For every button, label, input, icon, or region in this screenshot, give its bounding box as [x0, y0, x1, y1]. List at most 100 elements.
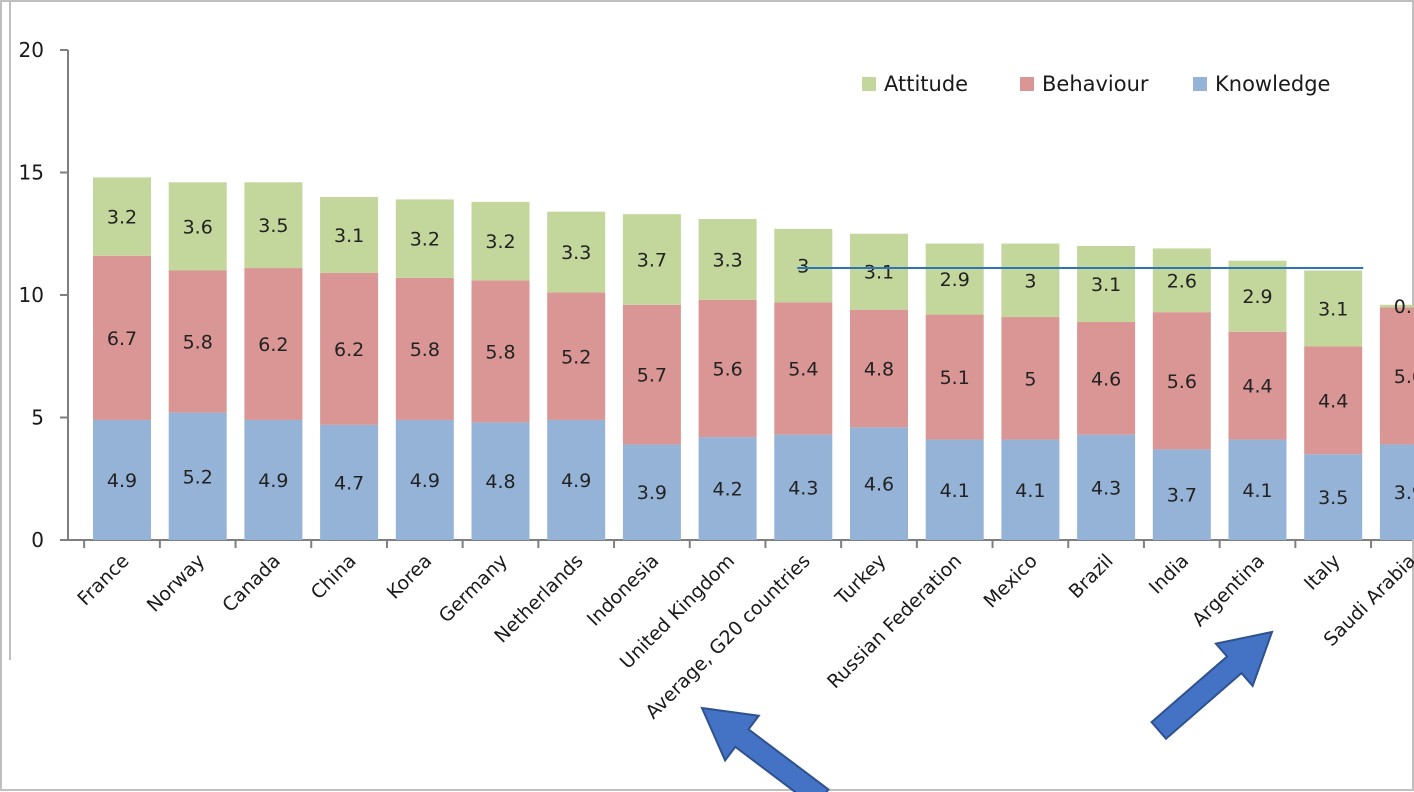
bar-knowledge-indonesia — [622, 444, 681, 540]
data-label-attitude-germany: 3.2 — [485, 231, 515, 253]
data-label-attitude-turkey: 3.1 — [864, 262, 894, 284]
bar-attitude-netherlands — [547, 211, 606, 293]
data-label-knowledge-france: 4.9 — [107, 470, 137, 492]
data-label-behaviour-argentina: 4.4 — [1242, 376, 1272, 398]
bar-attitude-china — [320, 197, 379, 273]
bar-attitude-turkey — [850, 233, 908, 310]
bar-behaviour-germany — [471, 280, 530, 423]
data-label-behaviour-saudi-arabia: 5.6 — [1394, 366, 1414, 388]
data-label-attitude-india: 2.6 — [1167, 270, 1197, 292]
data-label-attitude-norway: 3.6 — [183, 216, 213, 238]
data-label-behaviour-turkey: 4.8 — [864, 359, 894, 381]
bar-knowledge-india — [1152, 449, 1211, 540]
bar-behaviour-brazil — [1077, 321, 1136, 435]
bar-knowledge-norway — [168, 412, 227, 540]
y-tick-label: 20 — [19, 38, 44, 62]
bar-knowledge-saudi-arabia — [1379, 444, 1414, 540]
data-label-attitude-canada: 3.5 — [258, 215, 288, 237]
bar-behaviour-india — [1152, 312, 1211, 450]
data-label-attitude-united-kingdom: 3.3 — [712, 249, 742, 271]
bar-knowledge-germany — [471, 422, 530, 540]
arrow-icon-italy-shape — [1150, 630, 1274, 741]
data-label-behaviour-korea: 5.8 — [410, 339, 440, 361]
data-labels-group: 4.9 6.7 3.2 5.2 5.8 3.6 4.9 6.2 3.5 4.7 6.2 3.1 4.9 5… — [107, 207, 1414, 510]
data-label-knowledge-germany: 4.8 — [485, 471, 515, 493]
bar-behaviour-indonesia — [622, 304, 681, 445]
bar-attitude-saudi-arabia — [1379, 304, 1414, 308]
bar-behaviour-average-g20-countries — [774, 302, 833, 435]
legend-swatch-behaviour — [1020, 77, 1034, 91]
data-label-behaviour-mexico: 5 — [1024, 368, 1036, 390]
data-label-behaviour-netherlands: 5.2 — [561, 346, 591, 368]
bar-behaviour-netherlands — [547, 292, 606, 420]
data-label-knowledge-canada: 4.9 — [258, 470, 288, 492]
legend-swatch-knowledge — [1193, 77, 1207, 91]
bar-knowledge-brazil — [1077, 434, 1136, 540]
bars-group — [93, 177, 1414, 540]
data-label-knowledge-indonesia: 3.9 — [637, 482, 667, 504]
data-label-knowledge-saudi-arabia: 3.9 — [1394, 482, 1414, 504]
bar-behaviour-korea — [395, 277, 454, 420]
bar-behaviour-united-kingdom — [698, 299, 757, 438]
data-label-attitude-indonesia: 3.7 — [637, 249, 667, 271]
bar-behaviour-mexico — [1001, 317, 1060, 440]
data-label-knowledge-mexico: 4.1 — [1015, 480, 1045, 502]
bar-attitude-france — [93, 177, 151, 256]
data-label-attitude-france: 3.2 — [107, 207, 137, 229]
data-label-behaviour-canada: 6.2 — [258, 334, 288, 356]
arrow-icon-average-shape — [700, 706, 830, 792]
bar-attitude-indonesia — [622, 214, 681, 305]
data-label-knowledge-china: 4.7 — [334, 472, 364, 494]
legend-label-attitude: Attitude — [884, 72, 968, 96]
arrow-icon-average — [700, 706, 830, 792]
legend: Attitude Behaviour Knowledge — [862, 72, 1330, 96]
bar-knowledge-netherlands — [547, 419, 606, 540]
legend-label-behaviour: Behaviour — [1042, 72, 1149, 96]
bar-knowledge-united-kingdom — [698, 437, 757, 540]
bar-attitude-brazil — [1077, 246, 1136, 322]
bar-attitude-argentina — [1228, 260, 1287, 332]
data-label-knowledge-turkey: 4.6 — [864, 474, 894, 496]
data-label-attitude-russian-federation: 2.9 — [940, 269, 970, 291]
bar-behaviour-argentina — [1228, 331, 1287, 440]
data-label-behaviour-average-g20-countries: 5.4 — [788, 359, 818, 381]
data-label-attitude-argentina: 2.9 — [1242, 286, 1272, 308]
data-label-knowledge-netherlands: 4.9 — [561, 470, 591, 492]
data-label-behaviour-united-kingdom: 5.6 — [712, 359, 742, 381]
bar-knowledge-canada — [244, 419, 303, 540]
bar-behaviour-canada — [244, 268, 303, 420]
bar-knowledge-italy — [1304, 454, 1363, 540]
data-label-behaviour-france: 6.7 — [107, 328, 137, 350]
bar-knowledge-turkey — [850, 427, 908, 540]
bar-attitude-germany — [471, 201, 530, 281]
y-tick-label: 5 — [31, 406, 44, 430]
data-label-behaviour-germany: 5.8 — [485, 341, 515, 363]
bar-knowledge-china — [320, 424, 379, 540]
bar-attitude-canada — [244, 182, 303, 269]
y-tick-label: 0 — [31, 528, 44, 552]
data-label-attitude-netherlands: 3.3 — [561, 242, 591, 264]
data-label-knowledge-india: 3.7 — [1167, 485, 1197, 507]
y-tick-label: 10 — [19, 283, 44, 307]
data-label-attitude-saudi-arabia: 0.1 — [1394, 296, 1414, 318]
bar-attitude-india — [1152, 248, 1211, 313]
bar-knowledge-average-g20-countries — [774, 434, 833, 540]
data-label-attitude-average-g20-countries: 3 — [797, 256, 809, 278]
data-label-behaviour-norway: 5.8 — [183, 332, 213, 354]
bar-knowledge-france — [93, 419, 151, 540]
data-label-behaviour-china: 6.2 — [334, 339, 364, 361]
data-label-knowledge-italy: 3.5 — [1318, 487, 1348, 509]
bar-attitude-italy — [1304, 270, 1363, 347]
data-label-knowledge-korea: 4.9 — [410, 470, 440, 492]
bar-behaviour-italy — [1304, 346, 1363, 455]
bar-attitude-united-kingdom — [698, 219, 757, 300]
data-label-knowledge-norway: 5.2 — [183, 466, 213, 488]
data-label-behaviour-brazil: 4.6 — [1091, 368, 1121, 390]
legend-label-knowledge: Knowledge — [1215, 72, 1330, 96]
bar-knowledge-mexico — [1001, 439, 1060, 540]
annotation-overlay — [700, 267, 1364, 792]
data-label-knowledge-argentina: 4.1 — [1242, 480, 1272, 502]
bar-attitude-russian-federation — [925, 243, 984, 315]
